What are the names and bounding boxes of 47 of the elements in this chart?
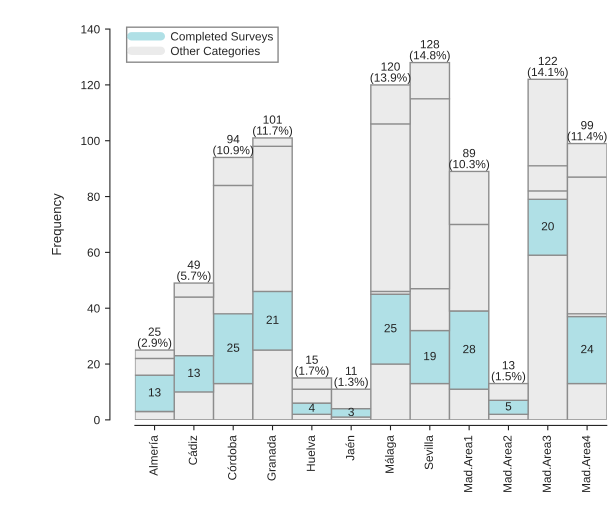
total-label: 49 (5.7%)	[177, 260, 211, 282]
x-tick-label: Córdoba	[228, 435, 236, 480]
x-tick-label: Almería	[148, 435, 158, 476]
y-tick-label: 0	[94, 416, 100, 424]
total-label: 25 (2.9%)	[138, 328, 172, 350]
data-label: 25	[384, 324, 397, 332]
legend-label: Other Categories	[170, 46, 260, 58]
x-tick-label: Huelva	[306, 435, 316, 471]
data-label: 5	[506, 402, 512, 410]
x-tick-label: Granada	[267, 435, 276, 480]
data-label: 4	[308, 404, 315, 412]
x-tick-label: Málaga	[384, 435, 396, 473]
total-label: 13 (1.5%)	[492, 361, 526, 383]
total-label: 101 (11.7%)	[253, 115, 292, 138]
y-tick-label: 140	[81, 25, 100, 34]
data-label: 19	[424, 352, 436, 360]
total-label: 89 (10.3%)	[449, 148, 490, 171]
data-label: 25	[227, 344, 240, 352]
x-tick-label: Cádiz	[188, 436, 198, 465]
data-label: 21	[266, 316, 279, 324]
x-tick-label: Mad.Area3	[542, 436, 551, 492]
total-label: 128 (14.8%)	[410, 40, 450, 62]
y-tick-label: 80	[88, 192, 100, 201]
data-label: 3	[348, 408, 354, 416]
data-label: 24	[581, 344, 594, 354]
total-label: 120 (13.9%)	[370, 62, 410, 84]
x-tick-label: Mad.Area2	[502, 436, 512, 492]
data-label: 13	[188, 368, 200, 377]
x-tick-label: Jaén	[346, 436, 354, 461]
total-label: 15 (1.7%)	[295, 356, 329, 378]
total-label: 99 (11.4%)	[568, 120, 607, 143]
y-tick-label: 40	[87, 304, 100, 313]
legend-label: Completed Surveys	[170, 32, 273, 43]
data-label: 13	[148, 388, 161, 397]
y-tick-label: 60	[88, 248, 100, 257]
y-tick-label: 20	[88, 360, 100, 368]
data-label: 28	[463, 344, 476, 354]
total-label: 122 (14.1%)	[528, 56, 568, 78]
x-tick-label: Sevilla	[424, 435, 433, 470]
data-label: 20	[542, 222, 554, 230]
total-label: 11 (1.3%)	[334, 366, 368, 388]
x-tick-label: Mad.Area1	[464, 436, 472, 492]
y-tick-label: 100	[81, 136, 100, 146]
total-label: 94 (10.9%)	[213, 134, 254, 157]
y-axis-title: Frequency	[52, 193, 64, 255]
x-tick-label: Mad.Area4	[582, 435, 590, 492]
y-tick-label: 120	[81, 80, 100, 90]
